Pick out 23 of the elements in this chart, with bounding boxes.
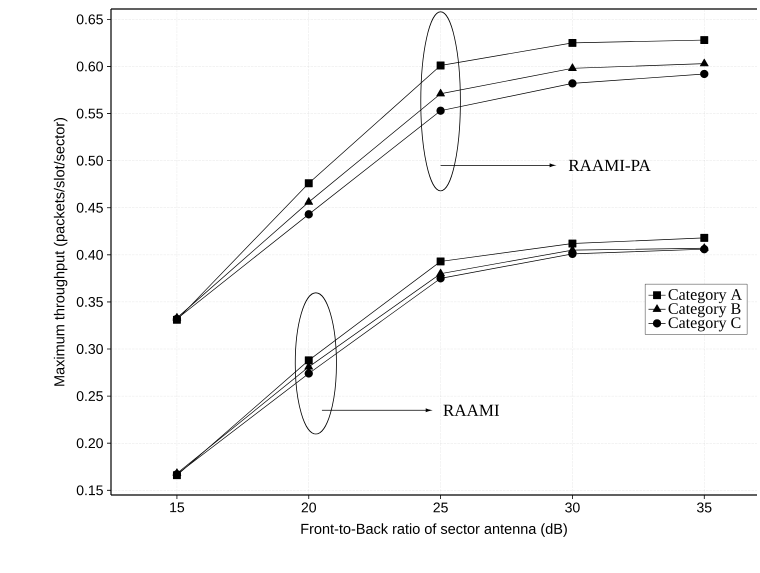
x-tick-label: 30 — [565, 502, 580, 512]
x-axis-title: Front-to-Back ratio of sector antenna (dB) — [301, 523, 567, 537]
y-tick-label: 0.15 — [76, 485, 103, 496]
x-tick-label: 20 — [302, 502, 316, 512]
y-tick-label: 0.65 — [76, 14, 103, 24]
x-tick-label: 25 — [434, 502, 448, 512]
legend-label: Category A — [668, 289, 742, 304]
x-tick-label: 15 — [170, 502, 184, 512]
x-tick-label: 35 — [697, 502, 712, 512]
y-tick-label: 0.55 — [76, 108, 103, 118]
legend-label: Category C — [668, 317, 740, 332]
y-tick-label: 0.40 — [76, 250, 103, 260]
y-tick-label: 0.30 — [76, 344, 103, 354]
y-tick-label: 0.35 — [76, 296, 103, 307]
annotation: RAAMI-PA — [568, 160, 651, 171]
y-tick-label: 0.50 — [76, 156, 103, 166]
y-axis-title: Maximum throughput (packets/slot/sector) — [54, 118, 68, 386]
y-tick-label: 0.45 — [76, 202, 103, 213]
legend-label: Category B — [668, 303, 740, 318]
y-tick-label: 0.60 — [76, 61, 103, 72]
y-tick-label: 0.20 — [76, 438, 103, 448]
y-tick-label: 0.25 — [76, 391, 103, 402]
annotation: RAAMI — [443, 404, 500, 416]
